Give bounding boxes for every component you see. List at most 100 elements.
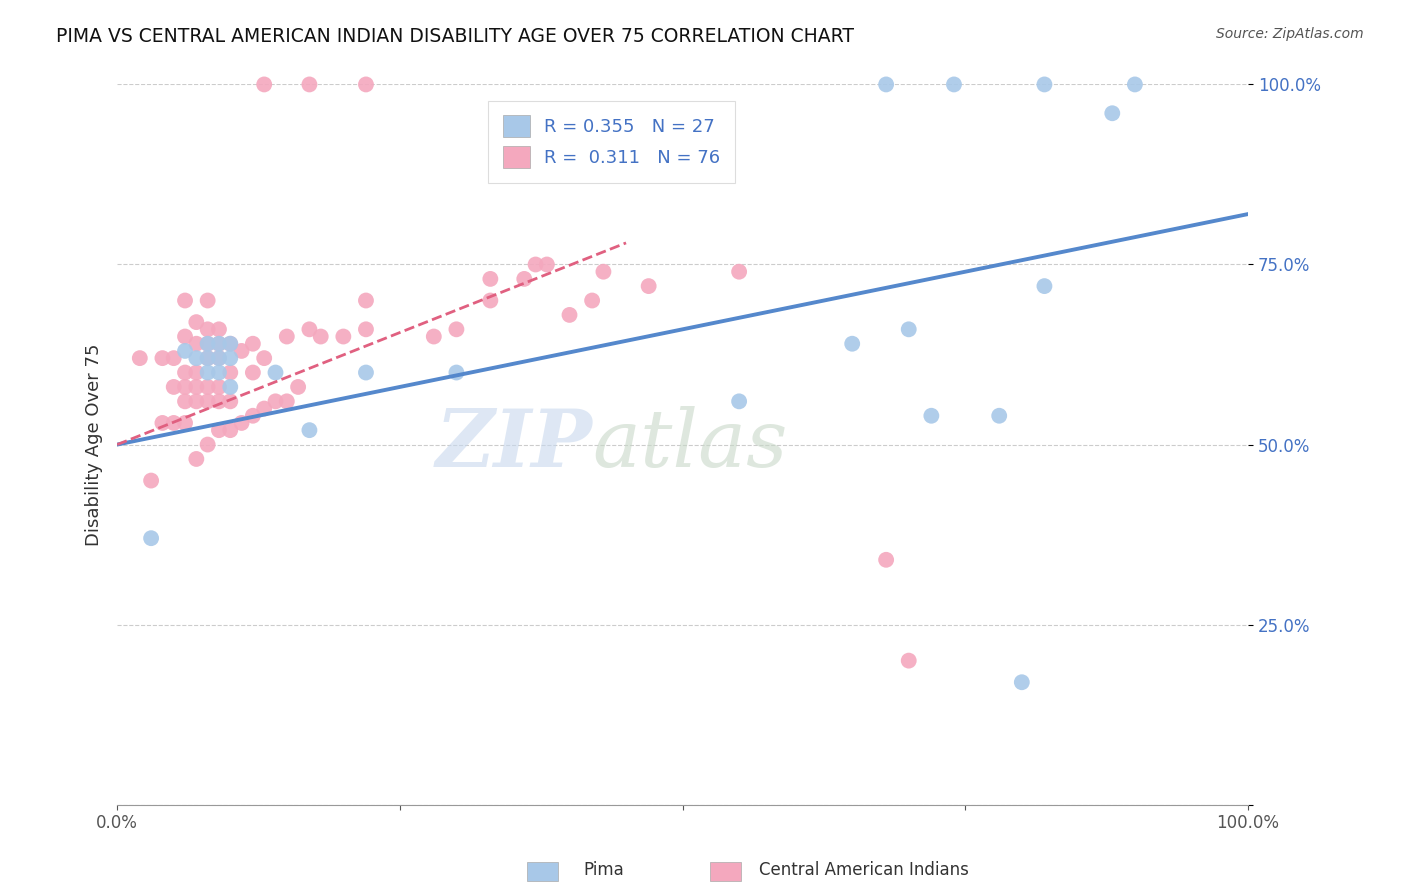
Point bbox=[637, 279, 659, 293]
Point bbox=[446, 322, 468, 336]
Point bbox=[513, 272, 536, 286]
Point bbox=[174, 366, 197, 380]
Point bbox=[1033, 279, 1056, 293]
Point bbox=[197, 394, 219, 409]
Point bbox=[1011, 675, 1033, 690]
Text: PIMA VS CENTRAL AMERICAN INDIAN DISABILITY AGE OVER 75 CORRELATION CHART: PIMA VS CENTRAL AMERICAN INDIAN DISABILI… bbox=[56, 27, 855, 45]
Point bbox=[208, 366, 231, 380]
Point bbox=[253, 78, 276, 92]
Point bbox=[197, 351, 219, 365]
Point bbox=[186, 452, 208, 467]
Point bbox=[152, 416, 174, 430]
Point bbox=[208, 336, 231, 351]
Point bbox=[1033, 78, 1056, 92]
Point bbox=[242, 409, 264, 423]
Text: atlas: atlas bbox=[592, 406, 787, 483]
Point bbox=[253, 401, 276, 416]
Point bbox=[479, 272, 502, 286]
Point bbox=[197, 336, 219, 351]
Point bbox=[276, 394, 298, 409]
Point bbox=[581, 293, 603, 308]
Point bbox=[163, 351, 186, 365]
Point bbox=[219, 351, 242, 365]
Point bbox=[920, 409, 942, 423]
Point bbox=[152, 351, 174, 365]
Point bbox=[354, 293, 377, 308]
Text: Pima: Pima bbox=[583, 861, 624, 879]
Point bbox=[174, 329, 197, 343]
Point bbox=[897, 322, 920, 336]
Point bbox=[186, 366, 208, 380]
Point bbox=[943, 78, 966, 92]
Point bbox=[309, 329, 332, 343]
Point bbox=[163, 416, 186, 430]
Point bbox=[219, 423, 242, 437]
Point bbox=[208, 351, 231, 365]
Point bbox=[592, 265, 614, 279]
Point bbox=[197, 437, 219, 451]
Point bbox=[208, 394, 231, 409]
Point bbox=[219, 394, 242, 409]
Point bbox=[197, 380, 219, 394]
Point bbox=[208, 380, 231, 394]
Legend: R = 0.355   N = 27, R =  0.311   N = 76: R = 0.355 N = 27, R = 0.311 N = 76 bbox=[488, 101, 734, 183]
Point bbox=[1101, 106, 1123, 120]
Text: Central American Indians: Central American Indians bbox=[759, 861, 969, 879]
Point bbox=[264, 366, 287, 380]
Point bbox=[875, 553, 897, 567]
Point bbox=[332, 329, 354, 343]
Point bbox=[1123, 78, 1146, 92]
Point bbox=[298, 322, 321, 336]
Point bbox=[264, 394, 287, 409]
Point bbox=[242, 366, 264, 380]
Point bbox=[298, 423, 321, 437]
Point bbox=[197, 322, 219, 336]
Point bbox=[446, 366, 468, 380]
Point bbox=[298, 78, 321, 92]
Text: ZIP: ZIP bbox=[436, 406, 592, 483]
Point bbox=[219, 336, 242, 351]
Point bbox=[197, 351, 219, 365]
Point bbox=[174, 416, 197, 430]
Point bbox=[423, 329, 446, 343]
Y-axis label: Disability Age Over 75: Disability Age Over 75 bbox=[86, 343, 103, 546]
Point bbox=[186, 380, 208, 394]
Point bbox=[139, 531, 162, 545]
Point bbox=[728, 394, 751, 409]
Point bbox=[208, 351, 231, 365]
Point bbox=[186, 315, 208, 329]
Point bbox=[287, 380, 309, 394]
Point bbox=[354, 322, 377, 336]
Point bbox=[197, 293, 219, 308]
Point bbox=[354, 78, 377, 92]
Point bbox=[253, 351, 276, 365]
Point bbox=[197, 366, 219, 380]
Point bbox=[163, 380, 186, 394]
Point bbox=[208, 322, 231, 336]
Point bbox=[174, 293, 197, 308]
Point bbox=[354, 366, 377, 380]
Point bbox=[242, 336, 264, 351]
Point bbox=[875, 78, 897, 92]
Point bbox=[128, 351, 150, 365]
Point bbox=[231, 416, 253, 430]
Point bbox=[219, 366, 242, 380]
Point bbox=[479, 293, 502, 308]
Point bbox=[219, 336, 242, 351]
Point bbox=[728, 265, 751, 279]
Point bbox=[897, 654, 920, 668]
Point bbox=[276, 329, 298, 343]
Point bbox=[841, 336, 863, 351]
Point bbox=[174, 394, 197, 409]
Point bbox=[536, 258, 558, 272]
Point bbox=[186, 351, 208, 365]
Point bbox=[174, 343, 197, 358]
Point bbox=[219, 380, 242, 394]
Point bbox=[174, 380, 197, 394]
Point bbox=[186, 336, 208, 351]
Point bbox=[988, 409, 1011, 423]
Point bbox=[231, 343, 253, 358]
Point bbox=[197, 336, 219, 351]
Point bbox=[524, 258, 547, 272]
Point bbox=[208, 423, 231, 437]
